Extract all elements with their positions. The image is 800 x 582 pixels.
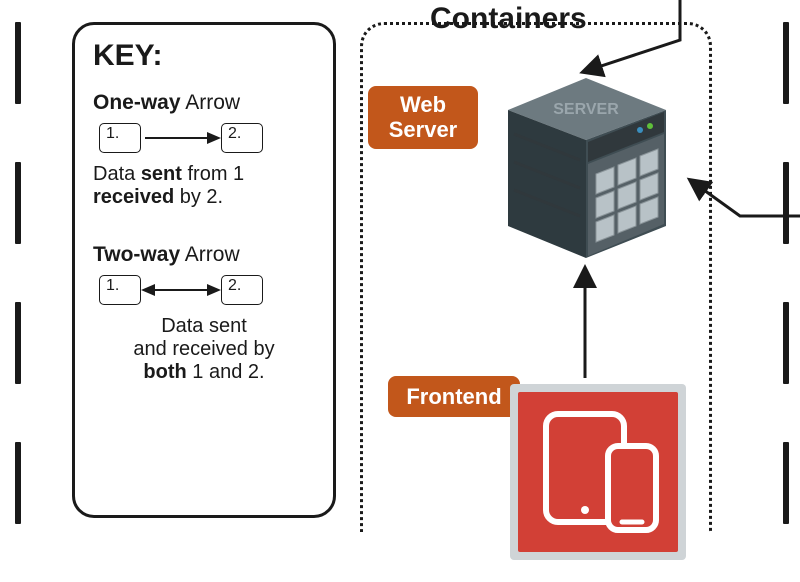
key-oneway-group: One-way Arrow 1. 2. Data sent from 1rece… (93, 91, 315, 209)
svg-text:SERVER: SERVER (553, 101, 619, 118)
diagram-canvas: KEY: One-way Arrow 1. 2. Data sent from … (0, 0, 800, 529)
key-box-2: 2. (221, 275, 263, 305)
key-box-2: 2. (221, 123, 263, 153)
arrow-right-icon (141, 124, 221, 152)
key-twoway-arrow-row: 1. 2. (99, 275, 315, 305)
right-dash-column (782, 22, 790, 582)
key-twoway-heading: Two-way Arrow (93, 243, 315, 267)
key-twoway-desc: Data sentand received byboth 1 and 2. (93, 315, 315, 384)
key-oneway-desc: Data sent from 1received by 2. (93, 163, 315, 209)
server-icon: SERVER (490, 74, 682, 262)
key-box-1: 1. (99, 275, 141, 305)
web-server-label: Web Server (368, 86, 478, 149)
web-server-label-line2: Server (389, 117, 458, 142)
key-panel: KEY: One-way Arrow 1. 2. Data sent from … (72, 22, 336, 518)
left-dash-column (14, 22, 22, 582)
arrow-bidirectional-icon (141, 276, 221, 304)
key-box-1: 1. (99, 123, 141, 153)
key-oneway-heading: One-way Arrow (93, 91, 315, 115)
frontend-devices-icon (510, 384, 686, 560)
key-title: KEY: (93, 39, 315, 73)
key-oneway-arrow-row: 1. 2. (99, 123, 315, 153)
frontend-label: Frontend (388, 376, 520, 417)
web-server-label-line1: Web (400, 92, 446, 117)
key-twoway-group: Two-way Arrow 1. 2. Data sentand receive… (93, 243, 315, 384)
